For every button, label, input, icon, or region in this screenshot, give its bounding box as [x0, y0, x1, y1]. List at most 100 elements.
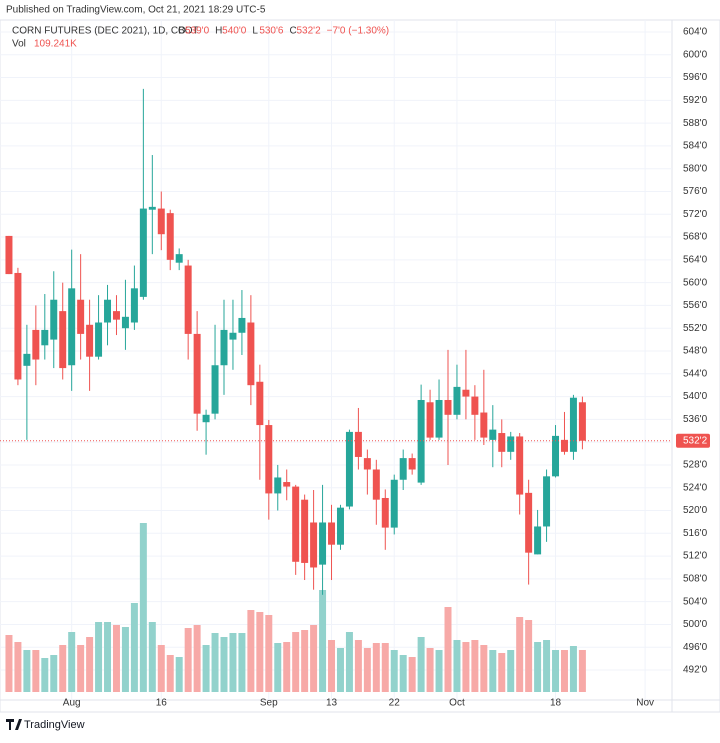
x-tick-label: 16	[156, 698, 168, 709]
y-tick-label: 496'0	[683, 642, 708, 653]
candle-body	[444, 399, 452, 415]
candle-body	[59, 311, 67, 369]
volume-bars	[5, 523, 586, 692]
volume-bar	[193, 625, 201, 692]
ohlc-legend: O 539'0 H 540'0 L 530'6 C 532'2 −7'0 (−1.30%)	[178, 26, 389, 37]
candle-body	[543, 476, 551, 527]
candle-body	[498, 433, 506, 452]
volume-bar	[220, 637, 228, 692]
volume-bar	[274, 643, 282, 692]
volume-bar	[41, 658, 49, 692]
y-tick-label: 564'0	[683, 254, 708, 265]
candle-body	[112, 311, 120, 320]
candle-body	[345, 431, 353, 507]
candle-body	[130, 288, 138, 323]
volume-bar	[560, 650, 568, 692]
candle-body	[166, 213, 174, 260]
volume-bar	[283, 642, 291, 692]
candle-body	[399, 458, 407, 480]
legend-key: O	[178, 26, 186, 37]
candle-body	[408, 458, 416, 470]
volume-bar	[408, 657, 416, 692]
candle-body	[390, 479, 398, 528]
footer-text: TradingView	[24, 719, 85, 731]
volume-bar	[130, 603, 138, 692]
volume-bar	[453, 640, 461, 692]
grid	[0, 20, 672, 700]
y-tick-label: 508'0	[683, 574, 708, 585]
volume-bar	[417, 637, 425, 692]
volume-bar	[86, 637, 94, 692]
symbol-title: CORN FUTURES (DEC 2021), 1D, CBOT	[12, 26, 199, 37]
y-tick-label: 596'0	[683, 72, 708, 83]
volume-bar	[202, 645, 210, 692]
candle-body	[247, 322, 255, 386]
x-tick-label: Aug	[63, 698, 81, 709]
candle-body	[525, 492, 533, 553]
volume-bar	[390, 650, 398, 692]
volume-bar	[435, 650, 443, 692]
volume-bar	[211, 633, 219, 692]
volume-bar	[166, 655, 174, 692]
candle-body	[14, 272, 22, 380]
candle-body	[453, 386, 461, 415]
volume-bar	[157, 645, 165, 692]
volume-bar	[292, 632, 300, 692]
y-tick-label: 592'0	[683, 95, 708, 106]
candle-body	[95, 322, 103, 357]
volume-bar	[77, 645, 85, 692]
legend-value: 539'0	[185, 26, 210, 37]
published-note: Published on TradingView.com, Oct 21, 20…	[6, 5, 266, 16]
legend-value: 540'0	[222, 26, 247, 37]
candle-body	[148, 206, 156, 210]
volume-bar	[372, 643, 380, 692]
volume-bar	[265, 615, 273, 692]
axes: 604'0 600'0 596'0 592'0 588'0 584'0 580'0 576'0…	[0, 27, 710, 709]
last-price-box	[676, 433, 710, 448]
candle-body	[50, 299, 58, 340]
legend-value: 532'2	[296, 26, 321, 37]
candle-body	[319, 522, 327, 565]
y-tick-label: 568'0	[683, 232, 708, 243]
volume-bar	[552, 650, 560, 692]
x-tick-label: 22	[389, 698, 401, 709]
candle-body	[256, 381, 264, 426]
volume-label: 109.241K	[34, 39, 77, 50]
volume-bar	[426, 648, 434, 692]
candle-body	[328, 522, 336, 545]
legend-value: 530'6	[259, 26, 284, 37]
candle-body	[489, 429, 497, 440]
last-price-label: 532'2	[683, 435, 708, 446]
candle-body	[238, 317, 246, 333]
y-tick-label: 524'0	[683, 482, 708, 493]
y-tick-label: 504'0	[683, 596, 708, 607]
candle-body	[274, 477, 282, 494]
candle-body	[507, 436, 515, 452]
volume-bar	[578, 649, 586, 692]
volume-bar	[471, 640, 479, 692]
x-tick-label: 13	[326, 698, 338, 709]
candle-body	[283, 482, 291, 487]
y-tick-label: 576'0	[683, 186, 708, 197]
volume-bar	[184, 628, 192, 692]
volume-bar	[507, 650, 515, 692]
volume-bar	[23, 650, 31, 692]
volume-bar	[68, 632, 76, 692]
candle-body	[336, 507, 344, 545]
y-tick-label: 540'0	[683, 391, 708, 402]
candle-body	[121, 316, 129, 329]
volume-bar	[121, 627, 129, 692]
candles	[5, 88, 586, 595]
candle-body	[569, 397, 577, 452]
candle-body	[435, 399, 443, 438]
y-tick-label: 604'0	[683, 27, 708, 38]
volume-bar	[139, 523, 147, 692]
volume-bar	[148, 622, 156, 692]
volume-bar	[5, 635, 13, 692]
candle-body	[68, 288, 76, 366]
y-tick-label: 560'0	[683, 277, 708, 288]
candle-body	[578, 402, 586, 441]
candle-body	[265, 425, 273, 494]
y-tick-label: 580'0	[683, 163, 708, 174]
volume-bar	[399, 655, 407, 692]
